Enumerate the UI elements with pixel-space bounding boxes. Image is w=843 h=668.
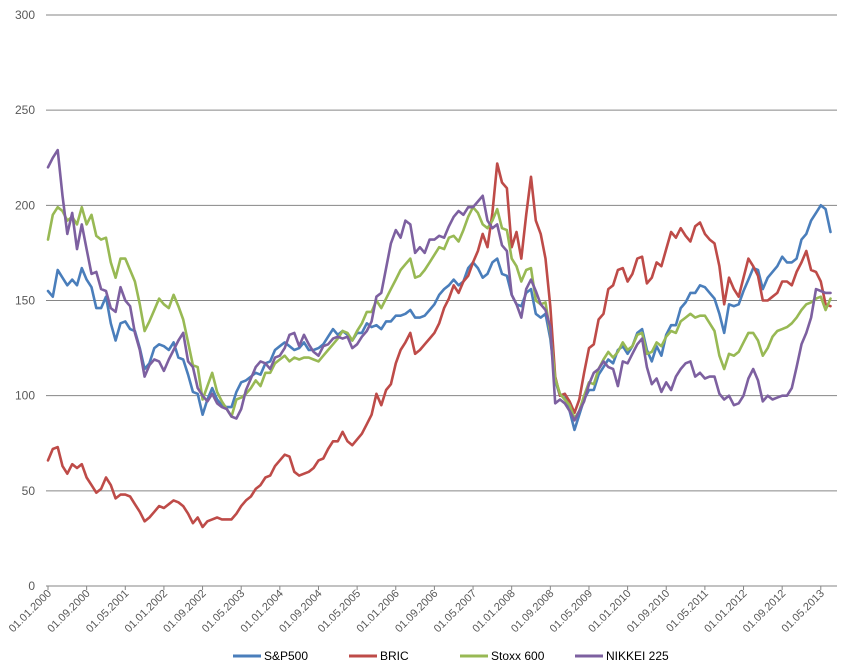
y-tick-label: 150 — [15, 294, 35, 308]
legend-label: BRIC — [380, 649, 409, 663]
series-line-s-p500 — [46, 204, 832, 432]
series-lines — [46, 148, 832, 529]
series-line-nikkei-225 — [46, 148, 832, 422]
legend: S&P500 BRIC Stoxx 600 NIKKEI 225 — [233, 649, 669, 663]
legend-label: NIKKEI 225 — [606, 649, 669, 663]
y-tick-label: 250 — [15, 103, 35, 117]
x-axis-ticks: 01.01.200001.09.200001.05.200101.01.2002… — [7, 586, 827, 635]
y-tick-label: 0 — [28, 579, 35, 593]
y-axis-ticks: 0 50 100 150 200 250 300 — [15, 8, 35, 593]
y-tick-label: 50 — [22, 484, 36, 498]
series-line-bric — [46, 162, 832, 529]
series-line-stoxx-600 — [46, 205, 832, 420]
y-tick-label: 100 — [15, 389, 35, 403]
gridlines — [46, 14, 837, 587]
y-tick-label: 300 — [15, 8, 35, 22]
legend-label: Stoxx 600 — [491, 649, 545, 663]
legend-label: S&P500 — [264, 649, 308, 663]
y-tick-label: 200 — [15, 198, 35, 212]
